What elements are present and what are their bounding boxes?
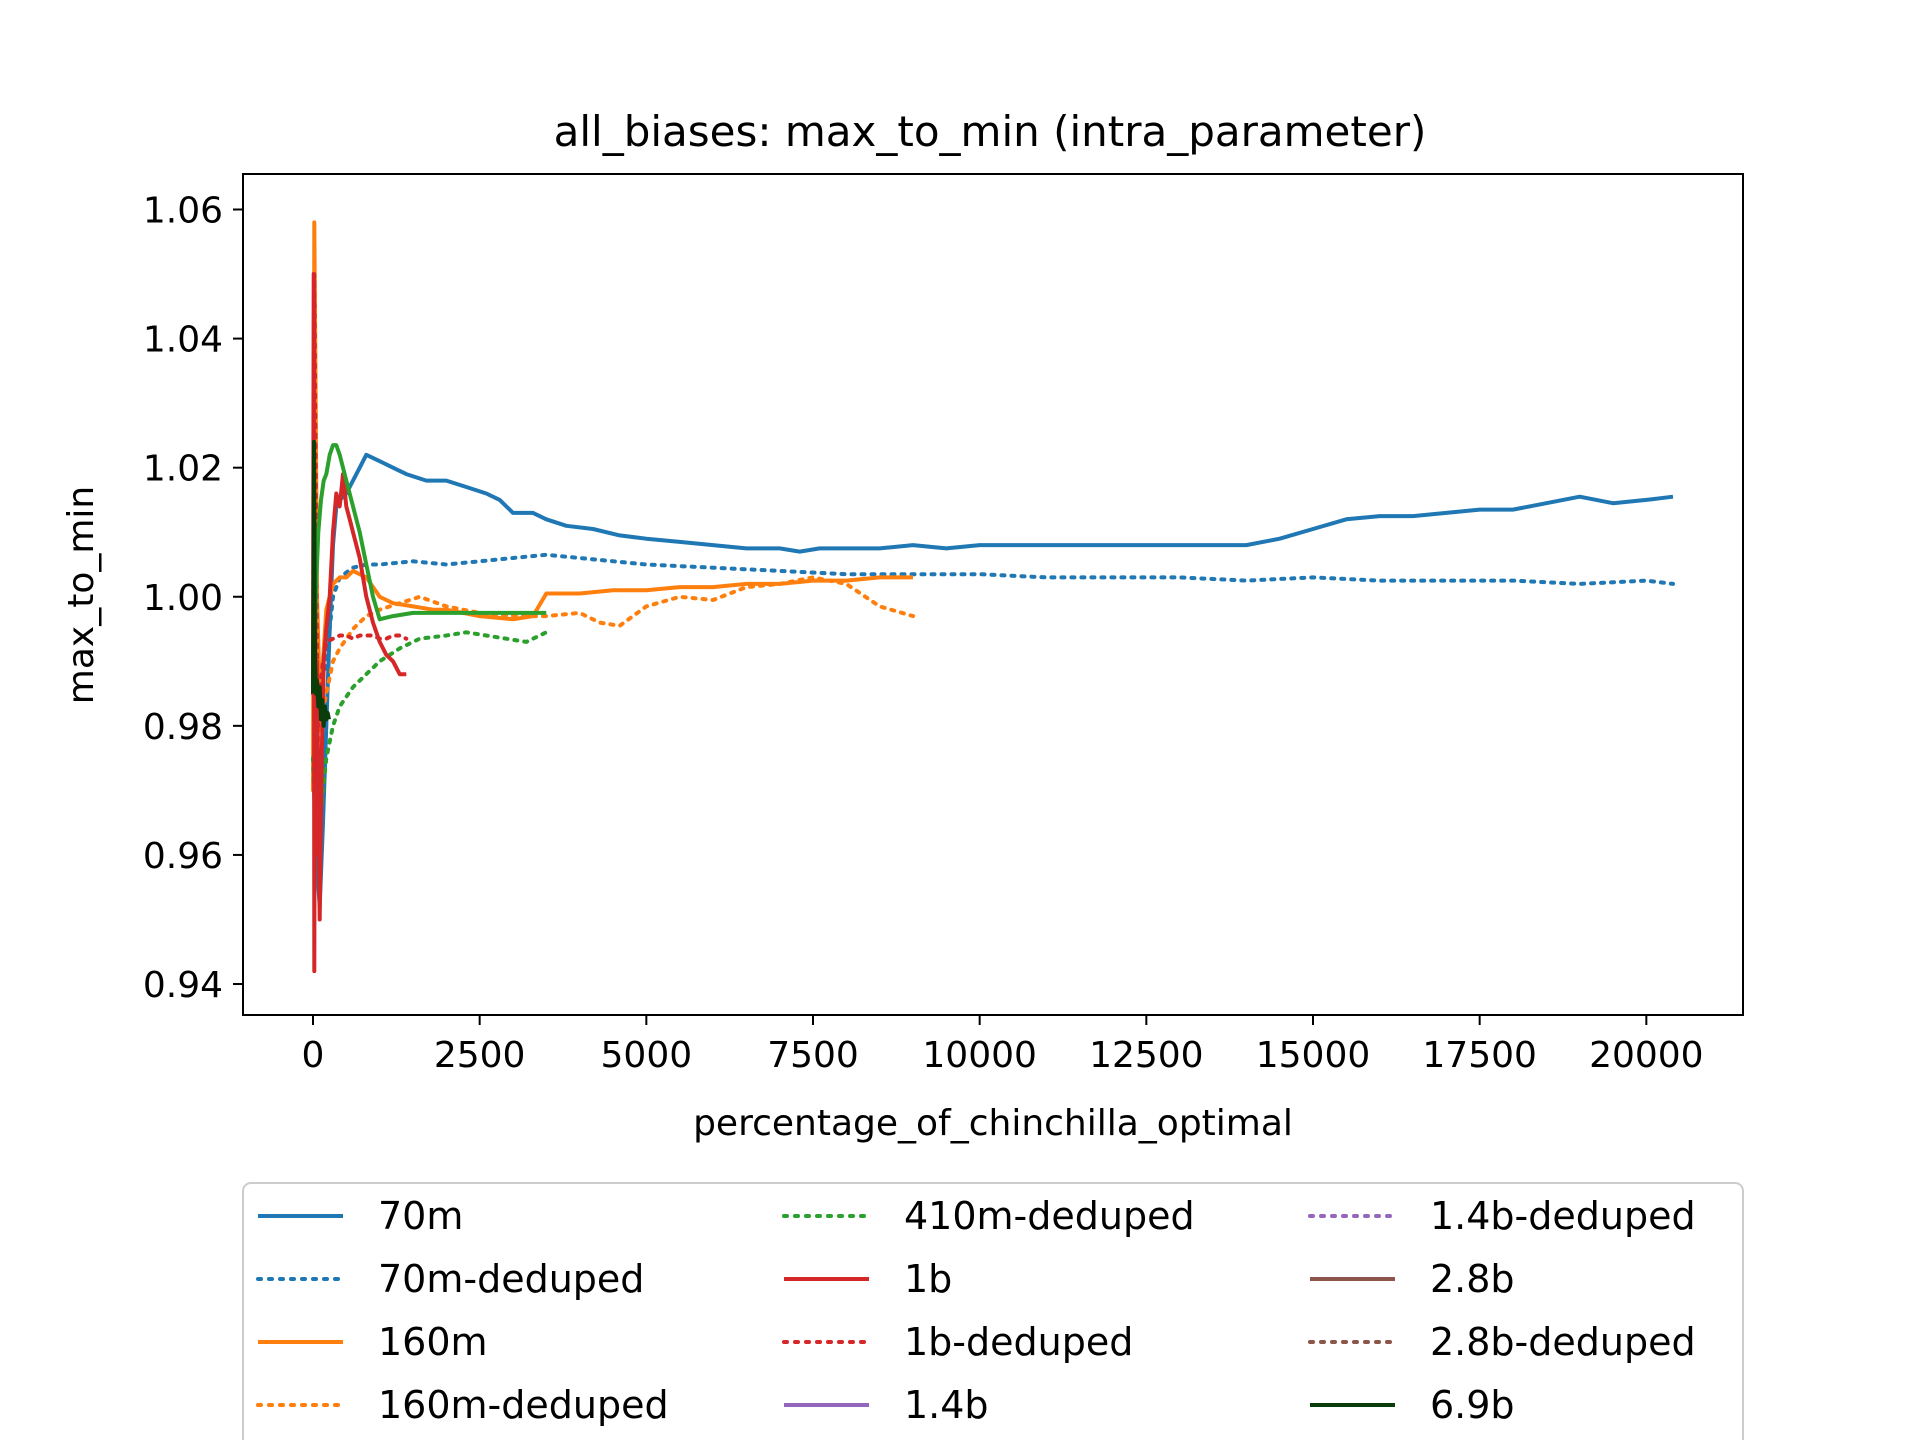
legend-label: 1b-deduped [904,1320,1133,1364]
x-tick-label: 15000 [1256,1035,1371,1076]
y-tick-label: 1.00 [143,578,223,619]
y-tick-label: 1.02 [143,449,223,490]
legend-label: 70m-deduped [378,1257,644,1301]
series-line-160m [311,220,913,791]
legend-label: 6.9b [1430,1383,1515,1427]
legend-label: 2.8b [1430,1257,1515,1301]
series-line-1b [311,272,407,974]
legend-label: 1.4b-deduped [1430,1194,1696,1238]
legend-label: 70m [378,1194,463,1238]
x-tick-label: 7500 [767,1035,859,1076]
series-line-6.9b [311,439,331,728]
y-tick-label: 0.94 [143,965,223,1006]
x-tick-label: 20000 [1589,1035,1704,1076]
legend-label: 160m-deduped [378,1383,669,1427]
series-line-70m-deduped [311,552,1675,761]
plot-frame [242,173,1744,1016]
x-tick-label: 17500 [1422,1035,1537,1076]
legend: 70m 70m-deduped 160m 160m-deduped 410m-dedup… [242,1182,1744,1440]
x-tick-label: 5000 [601,1035,693,1076]
x-tick-label: 10000 [922,1035,1037,1076]
legend-label: 1.4b [904,1383,989,1427]
y-axis-label: max_to_min [61,486,102,704]
x-axis-label: percentage_of_chinchilla_optimal [693,1103,1293,1144]
legend-label: 160m [378,1320,488,1364]
series-line-160m-deduped [311,575,915,793]
x-tick-label: 2500 [434,1035,526,1076]
series-line-70m [311,452,1674,909]
series-line-410m [311,443,547,694]
y-tick-label: 0.98 [143,707,223,748]
y-tick-label: 1.06 [143,190,223,231]
chart-title: all_biases: max_to_min (intra_parameter) [554,107,1427,156]
series-line-1b-deduped [311,272,409,728]
legend-label: 1b [904,1257,952,1301]
y-tick-label: 1.04 [143,320,223,361]
legend-label: 2.8b-deduped [1430,1320,1696,1364]
legend-box [242,1182,1744,1440]
x-tick-label: 12500 [1089,1035,1204,1076]
x-tick-label: 0 [302,1035,325,1076]
series-line-410m-deduped [311,630,549,857]
y-tick-label: 0.96 [143,836,223,877]
legend-label: 410m-deduped [904,1194,1195,1238]
